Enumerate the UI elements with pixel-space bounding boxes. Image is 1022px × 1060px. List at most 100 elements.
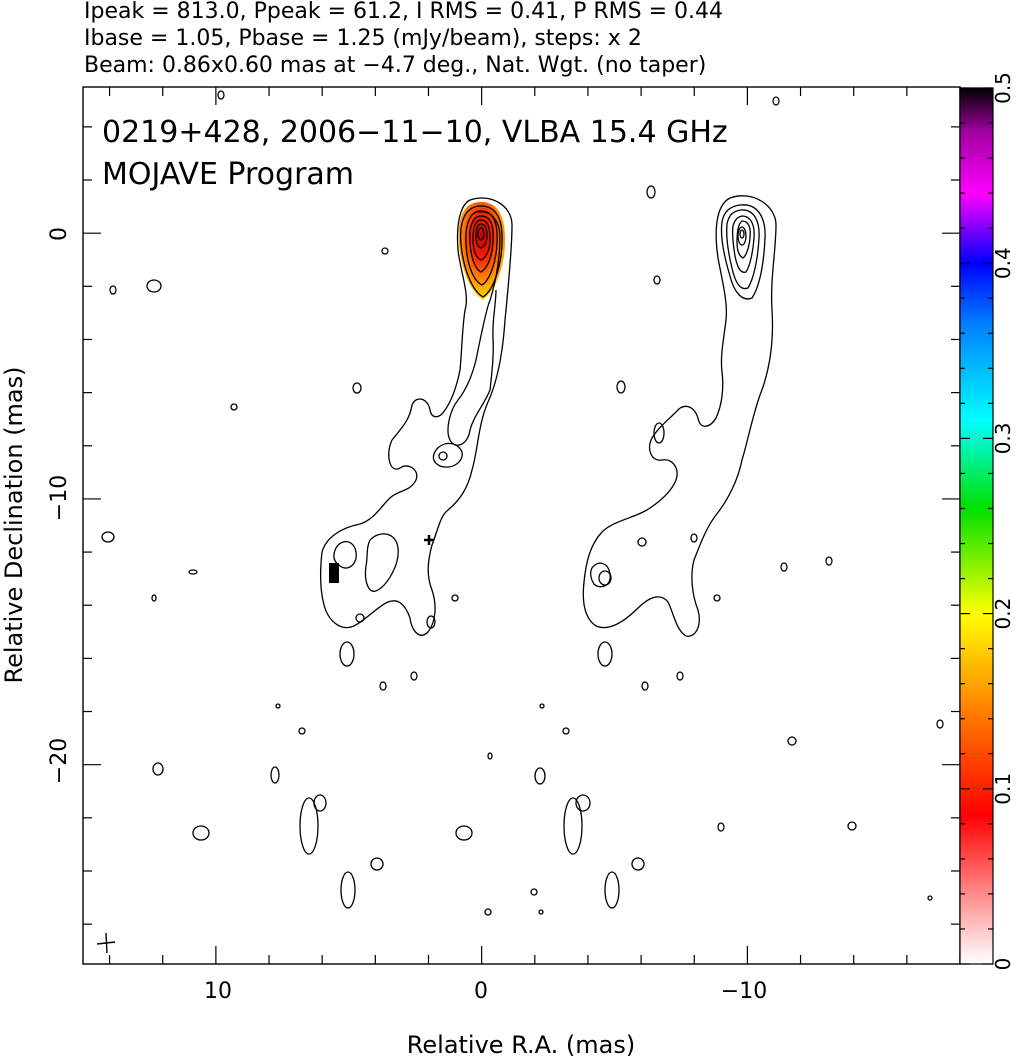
noise-contour: [825, 556, 833, 566]
contour-core-6: [477, 227, 485, 241]
contour-pol-3: [731, 215, 755, 273]
noise-contour: [188, 569, 198, 575]
noise-contour: [192, 825, 210, 841]
colorbar-tick-label: 0.1: [991, 773, 1015, 805]
noise-contour: [653, 422, 665, 444]
noise-contour: [426, 615, 436, 629]
noise-contour: [563, 797, 583, 855]
dark-spot-left: [329, 563, 339, 583]
noise-contour: [355, 613, 365, 623]
contour-knot-small-left: [438, 451, 448, 461]
contour-core-4: [472, 219, 491, 261]
x-axis-label: Relative R.A. (mas): [407, 1031, 635, 1059]
x-tick-label-10: 10: [204, 979, 232, 1004]
noise-contour: [676, 671, 684, 681]
noise-contour: [146, 279, 162, 293]
header-line-1: Ipeak = 813.0, Ppeak = 61.2, I RMS = 0.4…: [84, 0, 723, 24]
plot-frame: [82, 86, 961, 965]
noise-contour: [936, 719, 944, 729]
noise-contour: [340, 871, 356, 909]
noise-contour: [230, 403, 238, 411]
noise-contour: [604, 871, 620, 909]
noise-contour: [847, 821, 857, 831]
contour-blob-left: [333, 541, 357, 569]
chart-title: 0219+428, 2006−11−10, VLBA 15.4 GHz: [102, 115, 728, 150]
noise-contour: [484, 908, 492, 916]
contour-map: [96, 90, 944, 954]
contour-jet-outer-left: [320, 197, 513, 636]
noise-contour: [487, 752, 493, 760]
contour-pol-5: [737, 226, 747, 246]
noise-contour: [152, 762, 164, 776]
contour-island-left: [364, 533, 399, 592]
contour-core-3: [469, 215, 494, 273]
noise-contours: [101, 90, 944, 916]
noise-contour: [562, 727, 570, 735]
colorbar-tick-label: 0: [991, 958, 1015, 971]
y-tick-label-neg20: −20: [47, 738, 72, 784]
noise-contour: [616, 380, 626, 394]
noise-contour: [927, 895, 933, 901]
noise-contour: [275, 703, 281, 709]
contour-knot-left: [432, 442, 463, 468]
contour-jet-inner-left: [447, 211, 501, 446]
cross-spot-left: [424, 535, 434, 545]
contour-pol-6: [739, 229, 745, 239]
noise-contour: [298, 727, 306, 735]
noise-contour: [641, 681, 649, 691]
contour-core-5: [475, 223, 488, 249]
noise-contour: [637, 537, 647, 547]
noise-contour: [381, 247, 389, 255]
axis-ticks: [83, 87, 961, 964]
noise-contour: [780, 562, 788, 572]
y-axis-label: Relative Declination (mas): [0, 366, 28, 683]
noise-contour: [299, 797, 319, 855]
colorbar-tick-label: 0.5: [991, 72, 1015, 104]
contour-core-1: [459, 205, 503, 298]
noise-contour: [370, 857, 384, 871]
noise-contour: [339, 641, 355, 667]
noise-contour: [455, 825, 473, 841]
y-tick-label-0: 0: [47, 227, 72, 241]
header-line-3: Beam: 0.86x0.60 mas at −4.7 deg., Nat. W…: [84, 53, 706, 78]
noise-contour: [653, 275, 661, 285]
noise-contour: [217, 90, 225, 100]
noise-contour: [410, 671, 418, 681]
chart-subtitle: MOJAVE Program: [102, 157, 354, 192]
noise-contour: [646, 185, 656, 199]
noise-contour: [597, 641, 613, 667]
noise-contour: [717, 822, 725, 832]
core-color-fill: [458, 202, 506, 300]
noise-contour: [534, 767, 546, 785]
contour-jet-outer-right: [582, 195, 777, 637]
noise-contour: [451, 594, 459, 602]
colorbar-tick-label: 0.3: [991, 422, 1015, 454]
contour-pol-4: [736, 220, 751, 259]
noise-contour: [352, 382, 362, 394]
noise-contour: [109, 285, 117, 295]
beam-marker: [96, 932, 116, 954]
x-tick-label-0: 0: [474, 979, 488, 1004]
noise-contour: [575, 794, 591, 812]
noise-contour: [713, 594, 721, 602]
contour-pol-2: [726, 209, 760, 290]
x-tick-label-neg10: −10: [721, 979, 767, 1004]
header-line-2: Ibase = 1.05, Pbase = 1.25 (mJy/beam), s…: [84, 26, 642, 51]
noise-contour: [101, 531, 115, 543]
noise-contour: [270, 766, 280, 784]
noise-contour: [539, 703, 545, 709]
noise-contour: [631, 857, 645, 871]
noise-contour: [538, 909, 544, 915]
contour-blob-right: [590, 562, 611, 588]
colorbar-tick-label: 0.4: [991, 247, 1015, 279]
noise-contour: [772, 96, 780, 106]
noise-contour: [530, 888, 538, 896]
contour-blob-right-2: [598, 570, 612, 586]
noise-contour: [379, 681, 387, 691]
noise-contour: [787, 736, 797, 746]
colorbar: [959, 87, 994, 965]
noise-contour: [690, 533, 698, 543]
noise-contour: [151, 594, 157, 602]
colorbar-ticks: 0 0.1 0.2 0.3 0.4 0.5: [960, 72, 1015, 970]
